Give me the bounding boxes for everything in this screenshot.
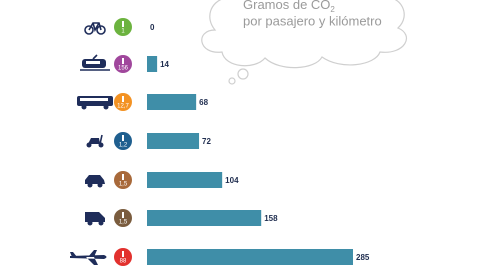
chart-subtitle: por pasajero y kilómetro xyxy=(243,13,382,28)
value-label: 68 xyxy=(199,98,208,107)
car-icon xyxy=(85,175,105,188)
bar xyxy=(147,133,200,149)
passenger-count: 156 xyxy=(118,66,129,72)
person-icon xyxy=(122,58,124,64)
person-icon xyxy=(122,21,124,27)
passenger-count: 1 xyxy=(121,29,125,35)
value-label: 14 xyxy=(160,60,169,69)
bar xyxy=(147,94,197,110)
person-icon xyxy=(122,212,124,218)
passenger-count: 12,7 xyxy=(117,104,129,110)
person-icon xyxy=(122,251,124,257)
value-label: 104 xyxy=(225,176,239,185)
bike-icon xyxy=(84,22,106,35)
icons xyxy=(70,22,113,265)
value-label: 0 xyxy=(150,23,155,32)
van-icon xyxy=(85,212,105,226)
person-icon xyxy=(122,96,124,102)
passenger-count: 1,5 xyxy=(119,220,128,226)
train-icon xyxy=(80,54,110,71)
value-label: 285 xyxy=(356,253,370,262)
passenger-count: 88 xyxy=(120,259,127,265)
chart-title: Gramos de CO2 xyxy=(243,0,335,14)
person-icon xyxy=(122,174,124,180)
bar xyxy=(147,56,158,72)
bar xyxy=(147,249,353,265)
value-label: 72 xyxy=(202,137,211,146)
bar xyxy=(147,172,223,188)
person-icon xyxy=(122,135,124,141)
bar xyxy=(147,210,262,226)
value-label: 158 xyxy=(264,214,278,223)
thought-cloud xyxy=(201,0,408,85)
bus-icon xyxy=(77,96,113,110)
plane-icon xyxy=(70,250,107,265)
scooter-icon xyxy=(86,134,104,148)
passenger-count: 1,5 xyxy=(119,182,128,188)
passenger-count: 1,2 xyxy=(119,143,128,149)
